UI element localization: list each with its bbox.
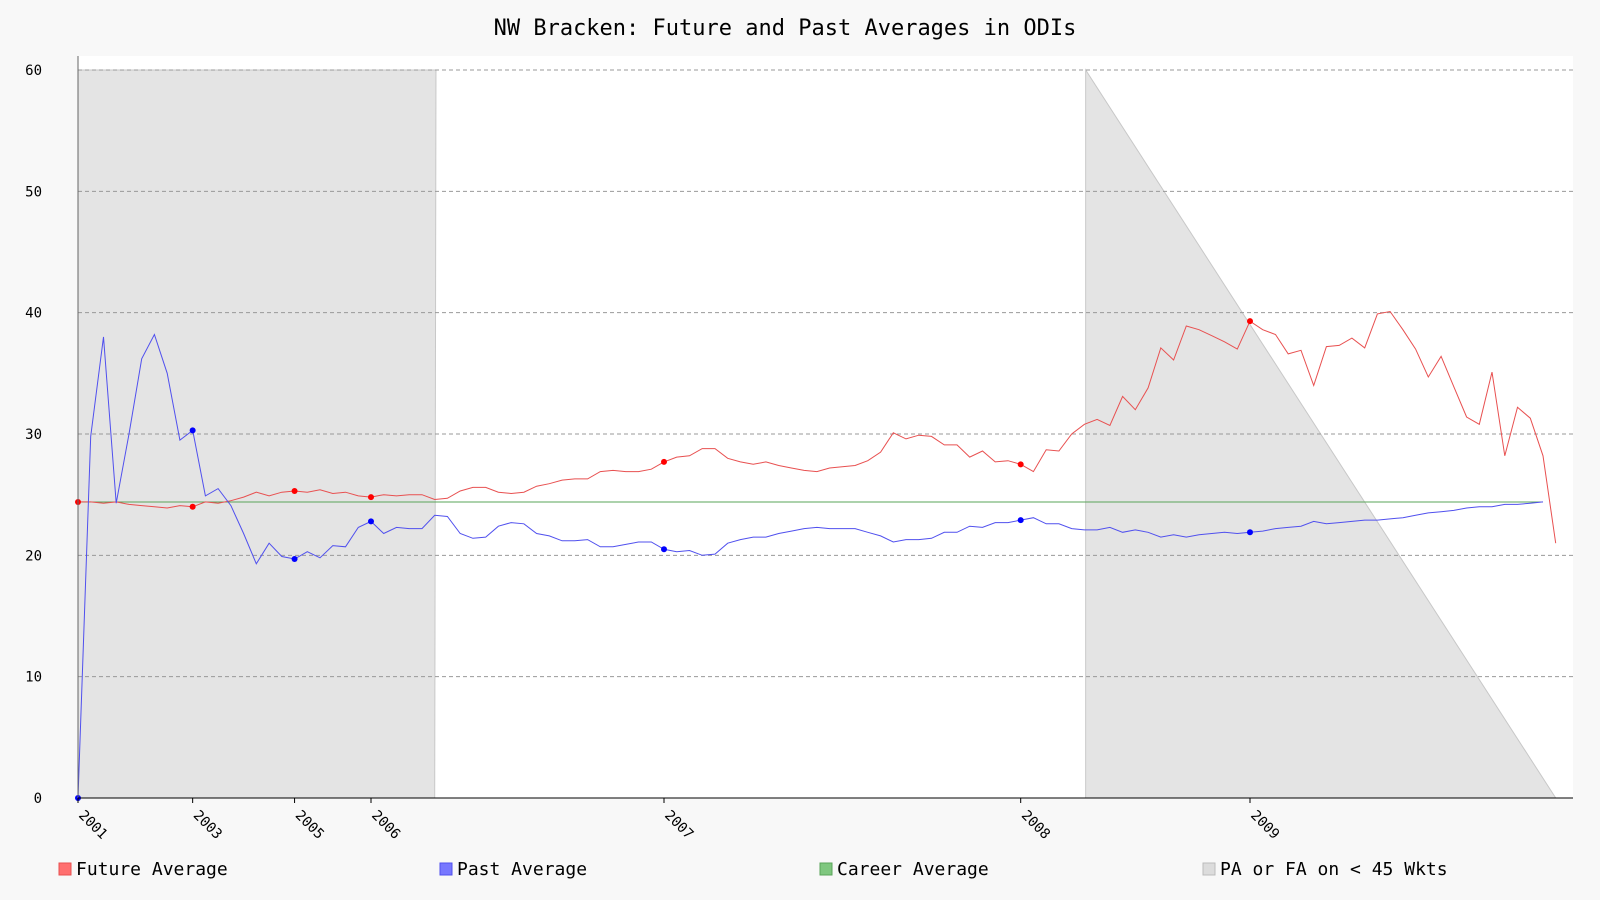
y-axis-ticks: 0 10 20 30 40 50 60	[25, 63, 42, 807]
past-average-marker	[368, 518, 374, 525]
y-tick-label: 0	[34, 791, 42, 807]
y-tick-label: 30	[25, 427, 42, 443]
future-average-marker	[661, 458, 667, 465]
future-average-marker	[291, 488, 298, 495]
legend-label: Future Average	[76, 859, 228, 880]
x-tick-label: 2009	[1247, 808, 1282, 843]
y-tick-label: 50	[25, 184, 42, 200]
past-average-marker	[189, 427, 196, 434]
legend-swatch	[58, 862, 72, 876]
future-average-marker	[1247, 318, 1253, 325]
x-tick-label: 2006	[368, 808, 403, 843]
x-tick-label: 2003	[190, 808, 225, 843]
chart-title: NW Bracken: Future and Past Averages in …	[494, 16, 1077, 41]
future-average-marker	[368, 494, 374, 501]
past-average-marker	[291, 555, 298, 562]
legend-swatch	[819, 862, 833, 876]
x-axis-ticks: 2001 2003 2005 2006 2007 2008 2009	[75, 798, 1282, 843]
y-tick-label: 60	[25, 63, 42, 79]
future-average-marker	[1017, 461, 1024, 468]
legend-label: PA or FA on < 45 Wkts	[1220, 859, 1448, 880]
past-average-marker	[661, 546, 667, 553]
future-average-marker	[189, 503, 196, 510]
y-tick-label: 20	[25, 548, 42, 564]
x-tick-label: 2005	[292, 808, 327, 843]
series-lines	[77, 310, 1557, 799]
future-average-line	[78, 310, 1557, 544]
legend-label: Career Average	[837, 859, 989, 880]
legend-swatch	[1202, 862, 1216, 876]
legend-label: Past Average	[457, 859, 587, 880]
legend-swatch	[439, 862, 453, 876]
x-tick-label: 2001	[75, 808, 110, 843]
x-tick-label: 2007	[661, 808, 696, 843]
markers	[75, 318, 1253, 801]
y-tick-label: 40	[25, 306, 42, 322]
past-average-marker	[1017, 517, 1024, 524]
past-average-line	[77, 333, 1544, 799]
y-tick-label: 10	[25, 670, 42, 686]
past-average-marker	[1247, 529, 1253, 536]
legend: Future Average Past Average Career Average…	[58, 859, 1448, 880]
x-tick-label: 2008	[1018, 808, 1053, 843]
